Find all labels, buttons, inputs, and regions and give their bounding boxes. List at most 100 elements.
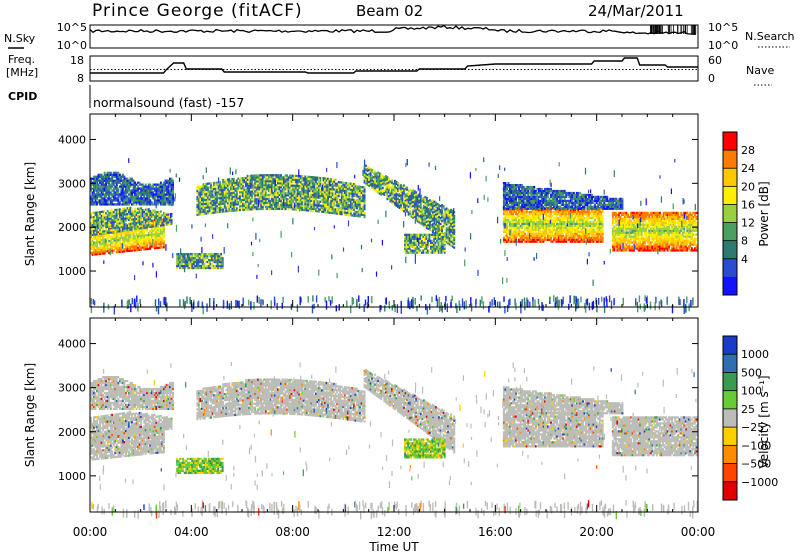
scatter-cell [137,237,140,240]
scatter-cell [134,231,137,234]
scatter-cell [150,221,153,224]
scatter-cell [146,210,149,213]
scatter-cell [166,179,168,182]
scatter-cell [131,212,133,215]
scatter-cell [117,175,120,178]
scatter-cell [518,222,521,226]
scatter-cell [131,233,133,236]
scatter-cell [147,189,150,192]
scatter-cell [94,179,97,182]
scatter-cell [202,193,205,196]
scatter-cell [208,266,211,270]
scatter-cell [152,197,155,200]
scatter-cell [204,198,206,202]
scatter-cell [207,198,209,201]
scatter-cell [149,189,152,192]
scatter-cell [149,191,152,194]
scatter-cell [132,187,135,190]
scatter-cell [121,230,124,233]
scatter-cell [120,214,123,217]
scatter-cell [114,197,117,200]
scatter-cell [334,178,337,181]
scatter-cell [125,234,127,237]
scatter-cell [417,251,420,254]
scatter-cell [125,232,127,235]
scatter-cell [221,266,224,270]
scatter-cell [94,211,97,214]
scatter-cell [129,241,132,244]
scatter-cell [121,197,124,200]
scatter-cell [131,245,133,248]
scatter-cell [114,193,117,196]
scatter-cell [149,229,152,233]
scatter-cell [264,191,267,195]
scatter-cell [226,192,229,195]
scatter-cell [100,238,103,242]
scatter-cell [515,236,518,239]
scatter-cell [209,253,212,256]
scatter-cell [129,229,132,233]
scatter-cell [138,221,141,224]
scatter-cell [120,175,123,178]
scatter-cell [102,179,105,182]
scatter-cell [225,194,228,197]
scatter-cell [137,217,140,220]
scatter-cell [218,260,221,264]
scatter-cell [121,236,124,239]
scatter-cell [135,221,138,224]
scatter-cell [229,191,232,195]
freq-unit: [MHz] [6,66,38,79]
scatter-cell [138,201,141,204]
scatter-cell [131,189,133,192]
scatter-cell [114,191,117,194]
scatter-cell [121,248,124,251]
scatter-cell [105,193,108,196]
scatter-cell [100,191,103,194]
scatter-cell [112,211,115,214]
scatter-cell [117,181,120,184]
scatter-cell [158,195,161,198]
scatter-cell [140,236,143,239]
scatter-cell [152,233,155,236]
scatter-cell [108,240,111,243]
scatter-cell [137,191,140,194]
scatter-cell [100,185,103,188]
scatter-cell [200,266,203,270]
scatter-cell [158,214,161,217]
scatter-cell [153,199,156,202]
scatter-cell [123,232,126,235]
scatter-cell [102,203,105,206]
scatter-cell [197,193,200,196]
scatter-cell [163,217,165,221]
scatter-cell [522,220,525,224]
scatter-cell [166,217,168,220]
scatter-cell [134,225,137,229]
scatter-cell [152,235,155,238]
scatter-cell [212,253,215,256]
scatter-cell [232,179,235,183]
scatter-cell [146,193,149,196]
scatter-cell [108,203,111,206]
scatter-cell [111,199,114,202]
scatter-cell [141,240,144,243]
scatter-cell [363,186,366,189]
scatter-cell [140,207,143,210]
scatter-cell [121,225,124,228]
scatter-cell [94,177,97,180]
scatter-cell [120,189,123,192]
scatter-cell [131,177,133,180]
scatter-cell [100,216,103,219]
scatter-cell [126,232,129,235]
scatter-cell [96,231,99,234]
scatter-cell [153,189,156,192]
scatter-cell [217,207,220,210]
scatter-cell [108,219,111,222]
scatter-cell [140,230,143,233]
scatter-cell [164,187,167,190]
scatter-cell [146,236,149,239]
scatter-cell [114,239,117,242]
scatter-cell [143,210,146,214]
scatter-cell [121,189,124,192]
scatter-cell [232,201,235,204]
scatter-cell [229,184,232,187]
